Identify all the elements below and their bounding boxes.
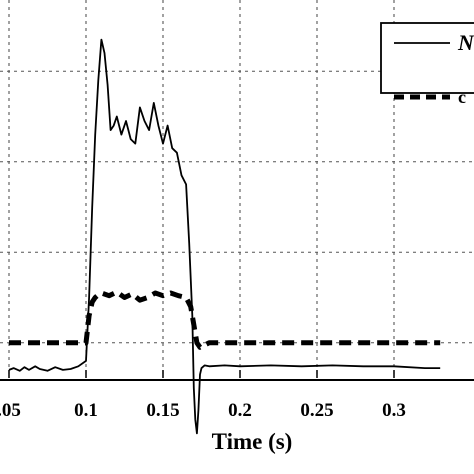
- series-lines: [8, 38, 441, 435]
- series-line-1: [8, 38, 441, 435]
- x-tick-label: 0.2: [228, 400, 252, 421]
- legend: N c: [380, 22, 474, 107]
- x-tick-label: 0.15: [146, 400, 179, 421]
- x-tick-label: .05: [0, 400, 21, 421]
- legend-label-series-1: N: [457, 30, 474, 55]
- x-tick-label: 0.3: [382, 400, 406, 421]
- series-line-2: [9, 289, 441, 350]
- x-tick-label: 0.25: [300, 400, 333, 421]
- x-tick-label: 0.1: [74, 400, 98, 421]
- x-tick-labels: .05 0.1 0.15 0.2 0.25 0.3: [0, 370, 406, 421]
- legend-box: [380, 22, 474, 94]
- x-axis-title: Time (s): [212, 429, 293, 454]
- legend-label-series-2: c: [458, 87, 466, 107]
